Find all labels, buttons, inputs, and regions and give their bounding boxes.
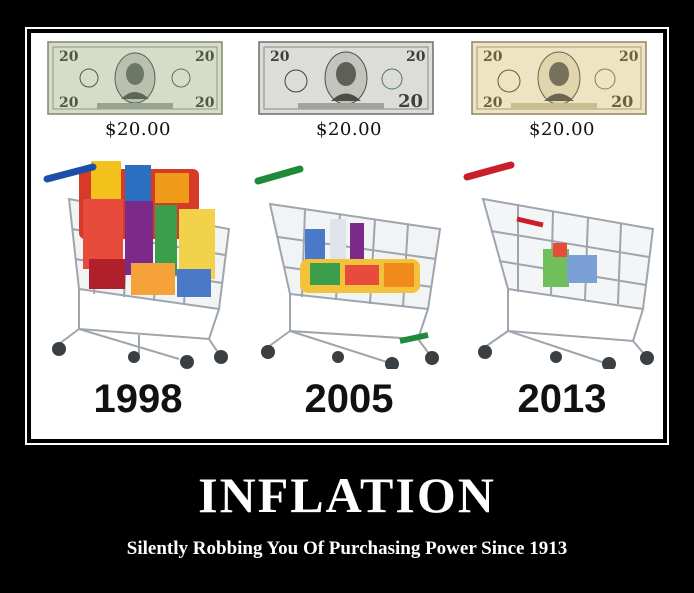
svg-text:20: 20 [195, 95, 215, 111]
svg-text:20: 20 [195, 49, 215, 65]
svg-text:20: 20 [406, 49, 426, 65]
comparison-column-2005: 20 20 20 $20.00 [244, 33, 454, 439]
poster-frame: 20 20 20 20 $20.00 [25, 27, 669, 445]
twenty-dollar-bill-icon: 20 20 20 20 [47, 41, 223, 115]
poster-tagline: Silently Robbing You Of Purchasing Power… [126, 538, 568, 559]
svg-text:20: 20 [619, 49, 639, 65]
nearly-empty-shopping-cart-icon [463, 161, 655, 369]
svg-text:20: 20 [611, 92, 633, 111]
comparison-panel: 20 20 20 20 $20.00 [31, 33, 663, 439]
year-label: 2005 [304, 377, 394, 421]
svg-text:20: 20 [59, 95, 79, 111]
poster-headline: INFLATION [198, 467, 496, 523]
svg-text:20: 20 [270, 49, 290, 65]
svg-text:20: 20 [398, 91, 423, 112]
price-label: $20.00 [105, 119, 171, 140]
comparison-column-1998: 20 20 20 20 $20.00 [33, 33, 243, 439]
price-label: $20.00 [529, 119, 595, 140]
svg-text:20: 20 [483, 49, 503, 65]
year-label: 1998 [93, 377, 183, 421]
twenty-dollar-bill-icon: 20 20 20 [258, 41, 434, 115]
svg-text:20: 20 [59, 49, 79, 65]
svg-text:20: 20 [483, 95, 503, 111]
comparison-column-2013: 20 20 20 20 $20.00 [457, 33, 667, 439]
twenty-dollar-bill-icon: 20 20 20 20 [471, 41, 647, 115]
year-label: 2013 [517, 377, 607, 421]
half-full-shopping-cart-icon [254, 165, 442, 369]
full-shopping-cart-icon [43, 161, 231, 369]
price-label: $20.00 [316, 119, 382, 140]
